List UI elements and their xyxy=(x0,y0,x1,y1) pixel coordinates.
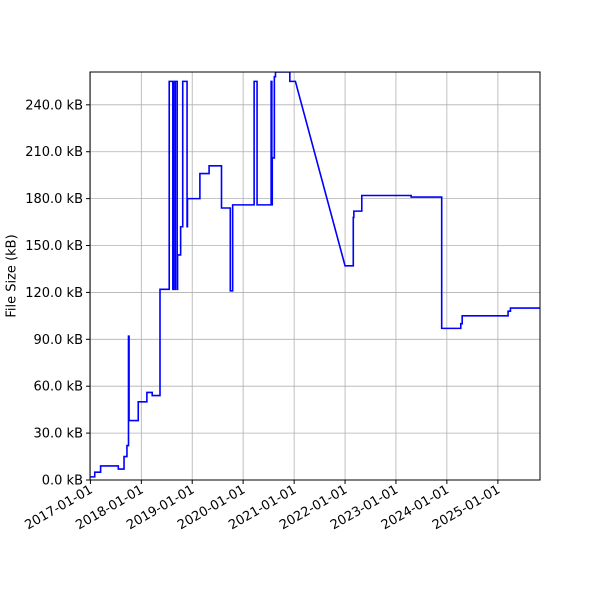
y-axis-label: File Size (kB) xyxy=(5,234,20,317)
y-tick-label: 90.0 kB xyxy=(33,333,83,348)
y-axis: 0.0 kB 30.0 kB 60.0 kB 90.0 kB 120.0 kB 150.0… xyxy=(25,98,90,489)
axes-frame xyxy=(89,71,541,481)
y-tick-label: 210.0 kB xyxy=(25,145,83,160)
y-tick-label: 120.0 kB xyxy=(25,286,83,301)
y-tick-label: 60.0 kB xyxy=(33,380,83,395)
series-line xyxy=(90,72,540,478)
y-tick-label: 30.0 kB xyxy=(33,427,83,442)
plot-area xyxy=(90,72,540,478)
y-tick-label: 240.0 kB xyxy=(25,98,83,113)
y-tick-label: 150.0 kB xyxy=(25,239,83,254)
y-tick-label: 180.0 kB xyxy=(25,192,83,207)
y-tick-label: 0.0 kB xyxy=(42,474,83,489)
